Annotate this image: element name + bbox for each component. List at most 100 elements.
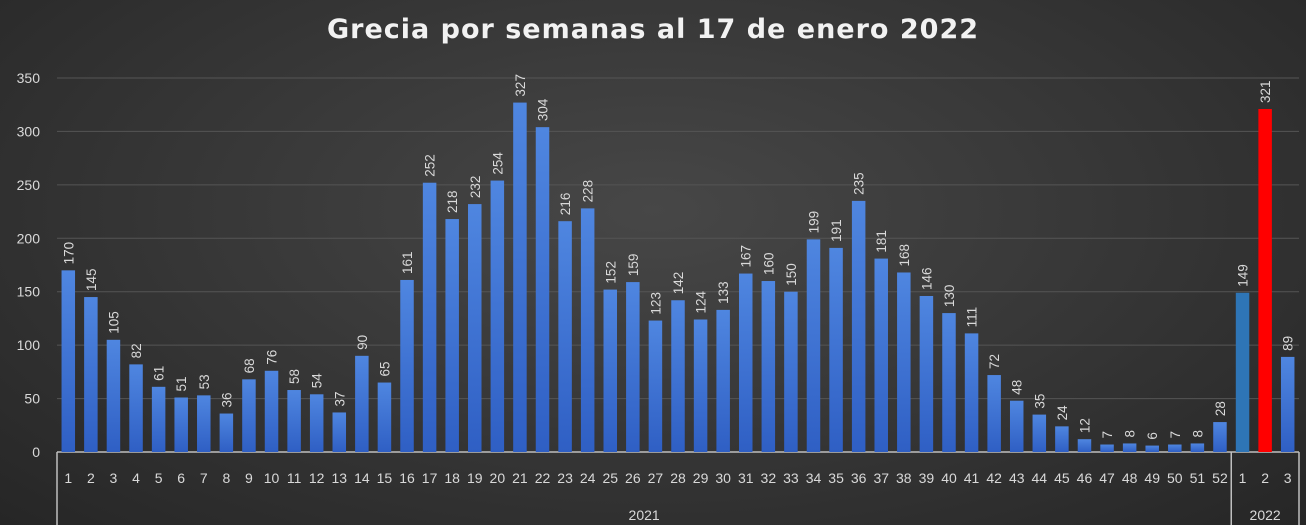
x-tick-label: 4 bbox=[132, 470, 140, 486]
bar bbox=[513, 102, 527, 452]
bar bbox=[1190, 443, 1205, 452]
data-label: 51 bbox=[174, 376, 189, 391]
data-label: 58 bbox=[287, 369, 302, 384]
x-tick-label: 43 bbox=[1009, 470, 1025, 486]
chart-title: Grecia por semanas al 17 de enero 2022 bbox=[326, 14, 980, 45]
bar bbox=[1213, 422, 1227, 452]
bar bbox=[197, 395, 211, 452]
data-label: 152 bbox=[603, 261, 618, 284]
bar bbox=[264, 370, 279, 452]
x-tick-label: 28 bbox=[670, 470, 686, 486]
data-label: 36 bbox=[219, 393, 234, 408]
data-label: 35 bbox=[1032, 394, 1047, 409]
data-label: 216 bbox=[558, 193, 573, 216]
bar bbox=[355, 355, 369, 452]
x-tick-label: 17 bbox=[422, 470, 438, 486]
x-tick-label: 44 bbox=[1032, 470, 1048, 486]
data-label: 160 bbox=[761, 252, 776, 275]
x-tick-label: 11 bbox=[287, 470, 302, 486]
bar bbox=[987, 375, 1001, 452]
data-label: 191 bbox=[829, 219, 844, 242]
x-tick-label: 46 bbox=[1077, 470, 1093, 486]
bar bbox=[1258, 108, 1272, 452]
data-label: 327 bbox=[513, 74, 528, 97]
data-label: 61 bbox=[152, 366, 167, 381]
bar bbox=[219, 413, 234, 452]
x-tick-label: 36 bbox=[851, 470, 867, 486]
y-tick-label: 200 bbox=[17, 230, 41, 246]
x-tick-label: 13 bbox=[331, 470, 347, 486]
bar bbox=[1009, 400, 1024, 452]
bar bbox=[1122, 443, 1137, 452]
data-label: 76 bbox=[265, 350, 280, 365]
data-label: 150 bbox=[784, 263, 799, 286]
bar bbox=[287, 390, 301, 452]
bar bbox=[84, 297, 98, 452]
x-tick-label: 8 bbox=[222, 470, 230, 486]
data-label: 232 bbox=[468, 176, 483, 199]
x-tick-label: 7 bbox=[200, 470, 208, 486]
x-tick-label: 12 bbox=[309, 470, 325, 486]
x-tick-label: 51 bbox=[1190, 470, 1206, 486]
x-tick-label: 45 bbox=[1054, 470, 1070, 486]
x-tick-label: 16 bbox=[399, 470, 415, 486]
data-label: 146 bbox=[919, 267, 934, 290]
group-label: 2021 bbox=[629, 507, 660, 523]
x-tick-label: 21 bbox=[512, 470, 528, 486]
bar bbox=[468, 204, 482, 452]
data-label: 24 bbox=[1055, 405, 1070, 421]
bar bbox=[1055, 426, 1069, 452]
data-label: 235 bbox=[852, 172, 867, 195]
x-tick-label: 2 bbox=[87, 470, 95, 486]
bar bbox=[558, 221, 572, 452]
x-tick-label: 38 bbox=[896, 470, 912, 486]
bar bbox=[129, 364, 143, 452]
bar bbox=[693, 319, 708, 452]
data-label: 12 bbox=[1077, 418, 1092, 433]
bar bbox=[1280, 356, 1295, 452]
bar bbox=[964, 333, 979, 452]
x-tick-label: 19 bbox=[467, 470, 483, 486]
data-label: 133 bbox=[716, 281, 731, 304]
data-label: 142 bbox=[671, 272, 686, 295]
data-label: 65 bbox=[377, 362, 392, 377]
data-label: 123 bbox=[648, 292, 663, 315]
data-label: 37 bbox=[332, 391, 347, 406]
data-label: 124 bbox=[694, 290, 709, 313]
data-label: 218 bbox=[445, 191, 460, 214]
x-tick-label: 35 bbox=[828, 470, 844, 486]
data-label: 8 bbox=[1190, 430, 1205, 438]
data-label: 181 bbox=[874, 230, 889, 253]
y-tick-label: 50 bbox=[24, 391, 40, 407]
x-tick-label: 39 bbox=[919, 470, 935, 486]
bar bbox=[716, 309, 730, 452]
bar bbox=[106, 339, 121, 452]
y-tick-label: 300 bbox=[17, 123, 41, 139]
y-tick-label: 250 bbox=[17, 177, 41, 193]
data-label: 6 bbox=[1145, 432, 1160, 440]
bar bbox=[309, 394, 324, 452]
x-tick-label: 15 bbox=[377, 470, 393, 486]
bar bbox=[151, 386, 166, 452]
bar bbox=[761, 281, 776, 452]
bar bbox=[829, 247, 843, 452]
x-tick-label: 20 bbox=[490, 470, 506, 486]
x-tick-label: 30 bbox=[715, 470, 731, 486]
bar bbox=[874, 258, 888, 452]
data-label: 28 bbox=[1213, 401, 1228, 416]
data-label: 168 bbox=[897, 244, 912, 267]
x-tick-label: 31 bbox=[738, 470, 754, 486]
bar bbox=[1235, 292, 1250, 452]
x-tick-label: 48 bbox=[1122, 470, 1138, 486]
x-tick-label: 52 bbox=[1212, 470, 1228, 486]
x-tick-label: 49 bbox=[1144, 470, 1160, 486]
data-label: 304 bbox=[536, 98, 551, 121]
x-tick-label: 1 bbox=[1239, 470, 1247, 486]
data-label: 159 bbox=[626, 254, 641, 277]
x-tick-label: 18 bbox=[444, 470, 460, 486]
data-label: 72 bbox=[987, 354, 1002, 369]
x-tick-label: 10 bbox=[264, 470, 280, 486]
x-tick-label: 42 bbox=[986, 470, 1002, 486]
data-label: 54 bbox=[310, 373, 325, 389]
